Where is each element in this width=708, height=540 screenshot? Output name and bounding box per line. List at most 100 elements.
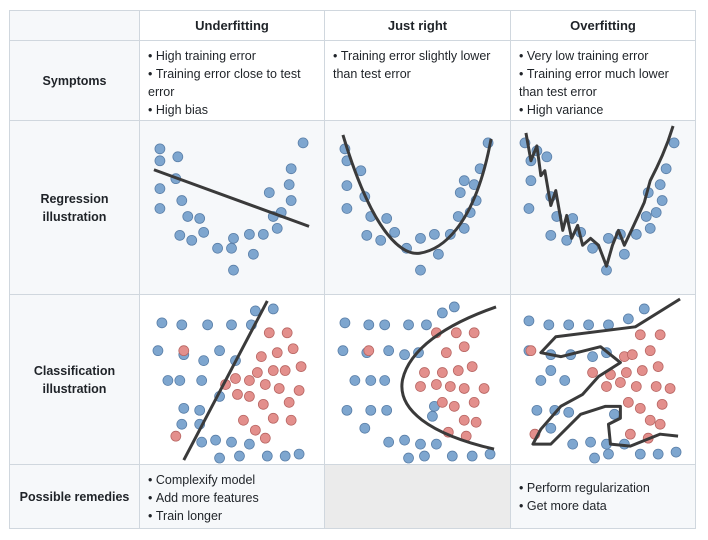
scatter-point [415,438,426,450]
scatter-point [261,450,273,462]
scatter-point [214,345,225,357]
list-item: High training error [148,47,316,65]
scatter-point [263,327,275,339]
scatter-point [281,327,293,339]
scatter-point [620,367,632,378]
row-label-regression: Regression illustration [10,121,140,295]
linear-boundary [182,300,269,461]
scatter-point [154,143,166,155]
scatter-point [283,179,295,191]
regression-just-right-svg [339,134,494,276]
scatter-point [152,345,164,357]
scatter-point [341,180,353,191]
scatter-point [249,424,261,436]
scatter-point [297,137,309,149]
scatter-point [545,365,557,376]
scatter-point [458,175,470,187]
scatter-point [295,361,307,372]
scatter-point [431,438,442,450]
scatter-point [484,448,496,460]
scatter-point [458,341,470,353]
scatter-point [244,438,255,450]
scatter-point [283,396,295,408]
scatter-point [337,345,349,357]
scatter-point [212,242,223,254]
scatter-point [531,404,543,416]
scatter-point [399,434,410,446]
scatter-point [630,228,642,240]
scatter-point [654,418,666,430]
scatter-point [267,303,279,315]
scatter-point [156,317,168,329]
classification-overfitting-svg [523,297,682,464]
list-item: High bias [148,101,316,119]
scatter-point [279,450,291,462]
scatter-point [525,345,537,357]
scatter-point [226,242,237,254]
scatter-point [563,319,575,331]
row-label-remedies: Possible remedies [10,465,140,529]
scatter-point [419,450,430,462]
scatter-point [644,223,656,234]
scatter-point [436,396,448,408]
classification-just-right-svg [337,301,497,464]
scatter-point [652,361,664,372]
scatter-point [523,315,535,327]
scatter-point [249,305,261,317]
scatter-point [563,406,575,418]
scatter-point [436,307,448,319]
classification-underfitting-plot [140,295,325,465]
scatter-point [359,422,371,434]
scatter-point [466,450,478,462]
scatter-point [587,351,598,363]
scatter-point [202,319,214,331]
scatter-point [271,223,283,234]
scatter-point [589,452,600,464]
symptoms-overfitting: Very low training error Training error m… [511,41,696,121]
scatter-point [154,155,166,167]
row-label-classification: Classification illustration [10,295,140,465]
scatter-point [285,195,297,206]
scatter-point [415,264,426,276]
scatter-point [383,436,395,448]
quadratic-fit-curve [341,134,493,255]
header-underfitting: Underfitting [140,11,325,41]
scatter-point [174,375,186,386]
classification-underfitting-svg [152,300,307,464]
scatter-point [228,264,239,276]
scatter-point [198,226,210,238]
scatter-point [561,234,573,246]
scatter-point [287,343,299,355]
regression-just-right-plot [325,121,511,295]
scatter-point [541,151,553,163]
scatter-point [444,381,456,392]
scatter-point [603,448,614,460]
scatter-point [399,349,410,361]
scatter-point [656,195,668,206]
scatter-point [257,398,269,410]
scatter-point [186,234,198,246]
scatter-point [238,414,249,426]
scatter-point [587,242,598,254]
row-label-symptoms: Symptoms [10,41,140,121]
scatter-point [198,355,210,366]
scatter-point [652,448,664,460]
scatter-point [226,436,237,448]
scatter-point [244,375,255,386]
list-item: Train longer [148,507,316,525]
scatter-point [640,211,652,222]
scatter-point [255,351,267,363]
scatter-point [458,383,470,394]
scatter-point [162,375,174,386]
list-item: Complexify model [148,471,316,489]
scatter-point [248,248,259,260]
list-item: Get more data [519,497,650,515]
scatter-point [609,408,620,420]
scatter-point [379,375,391,386]
scatter-point [341,404,353,416]
scatter-point [379,319,391,331]
scatter-point [251,367,263,378]
scatter-point [585,436,596,448]
scatter-point [452,365,464,376]
header-overfitting: Overfitting [511,11,696,41]
